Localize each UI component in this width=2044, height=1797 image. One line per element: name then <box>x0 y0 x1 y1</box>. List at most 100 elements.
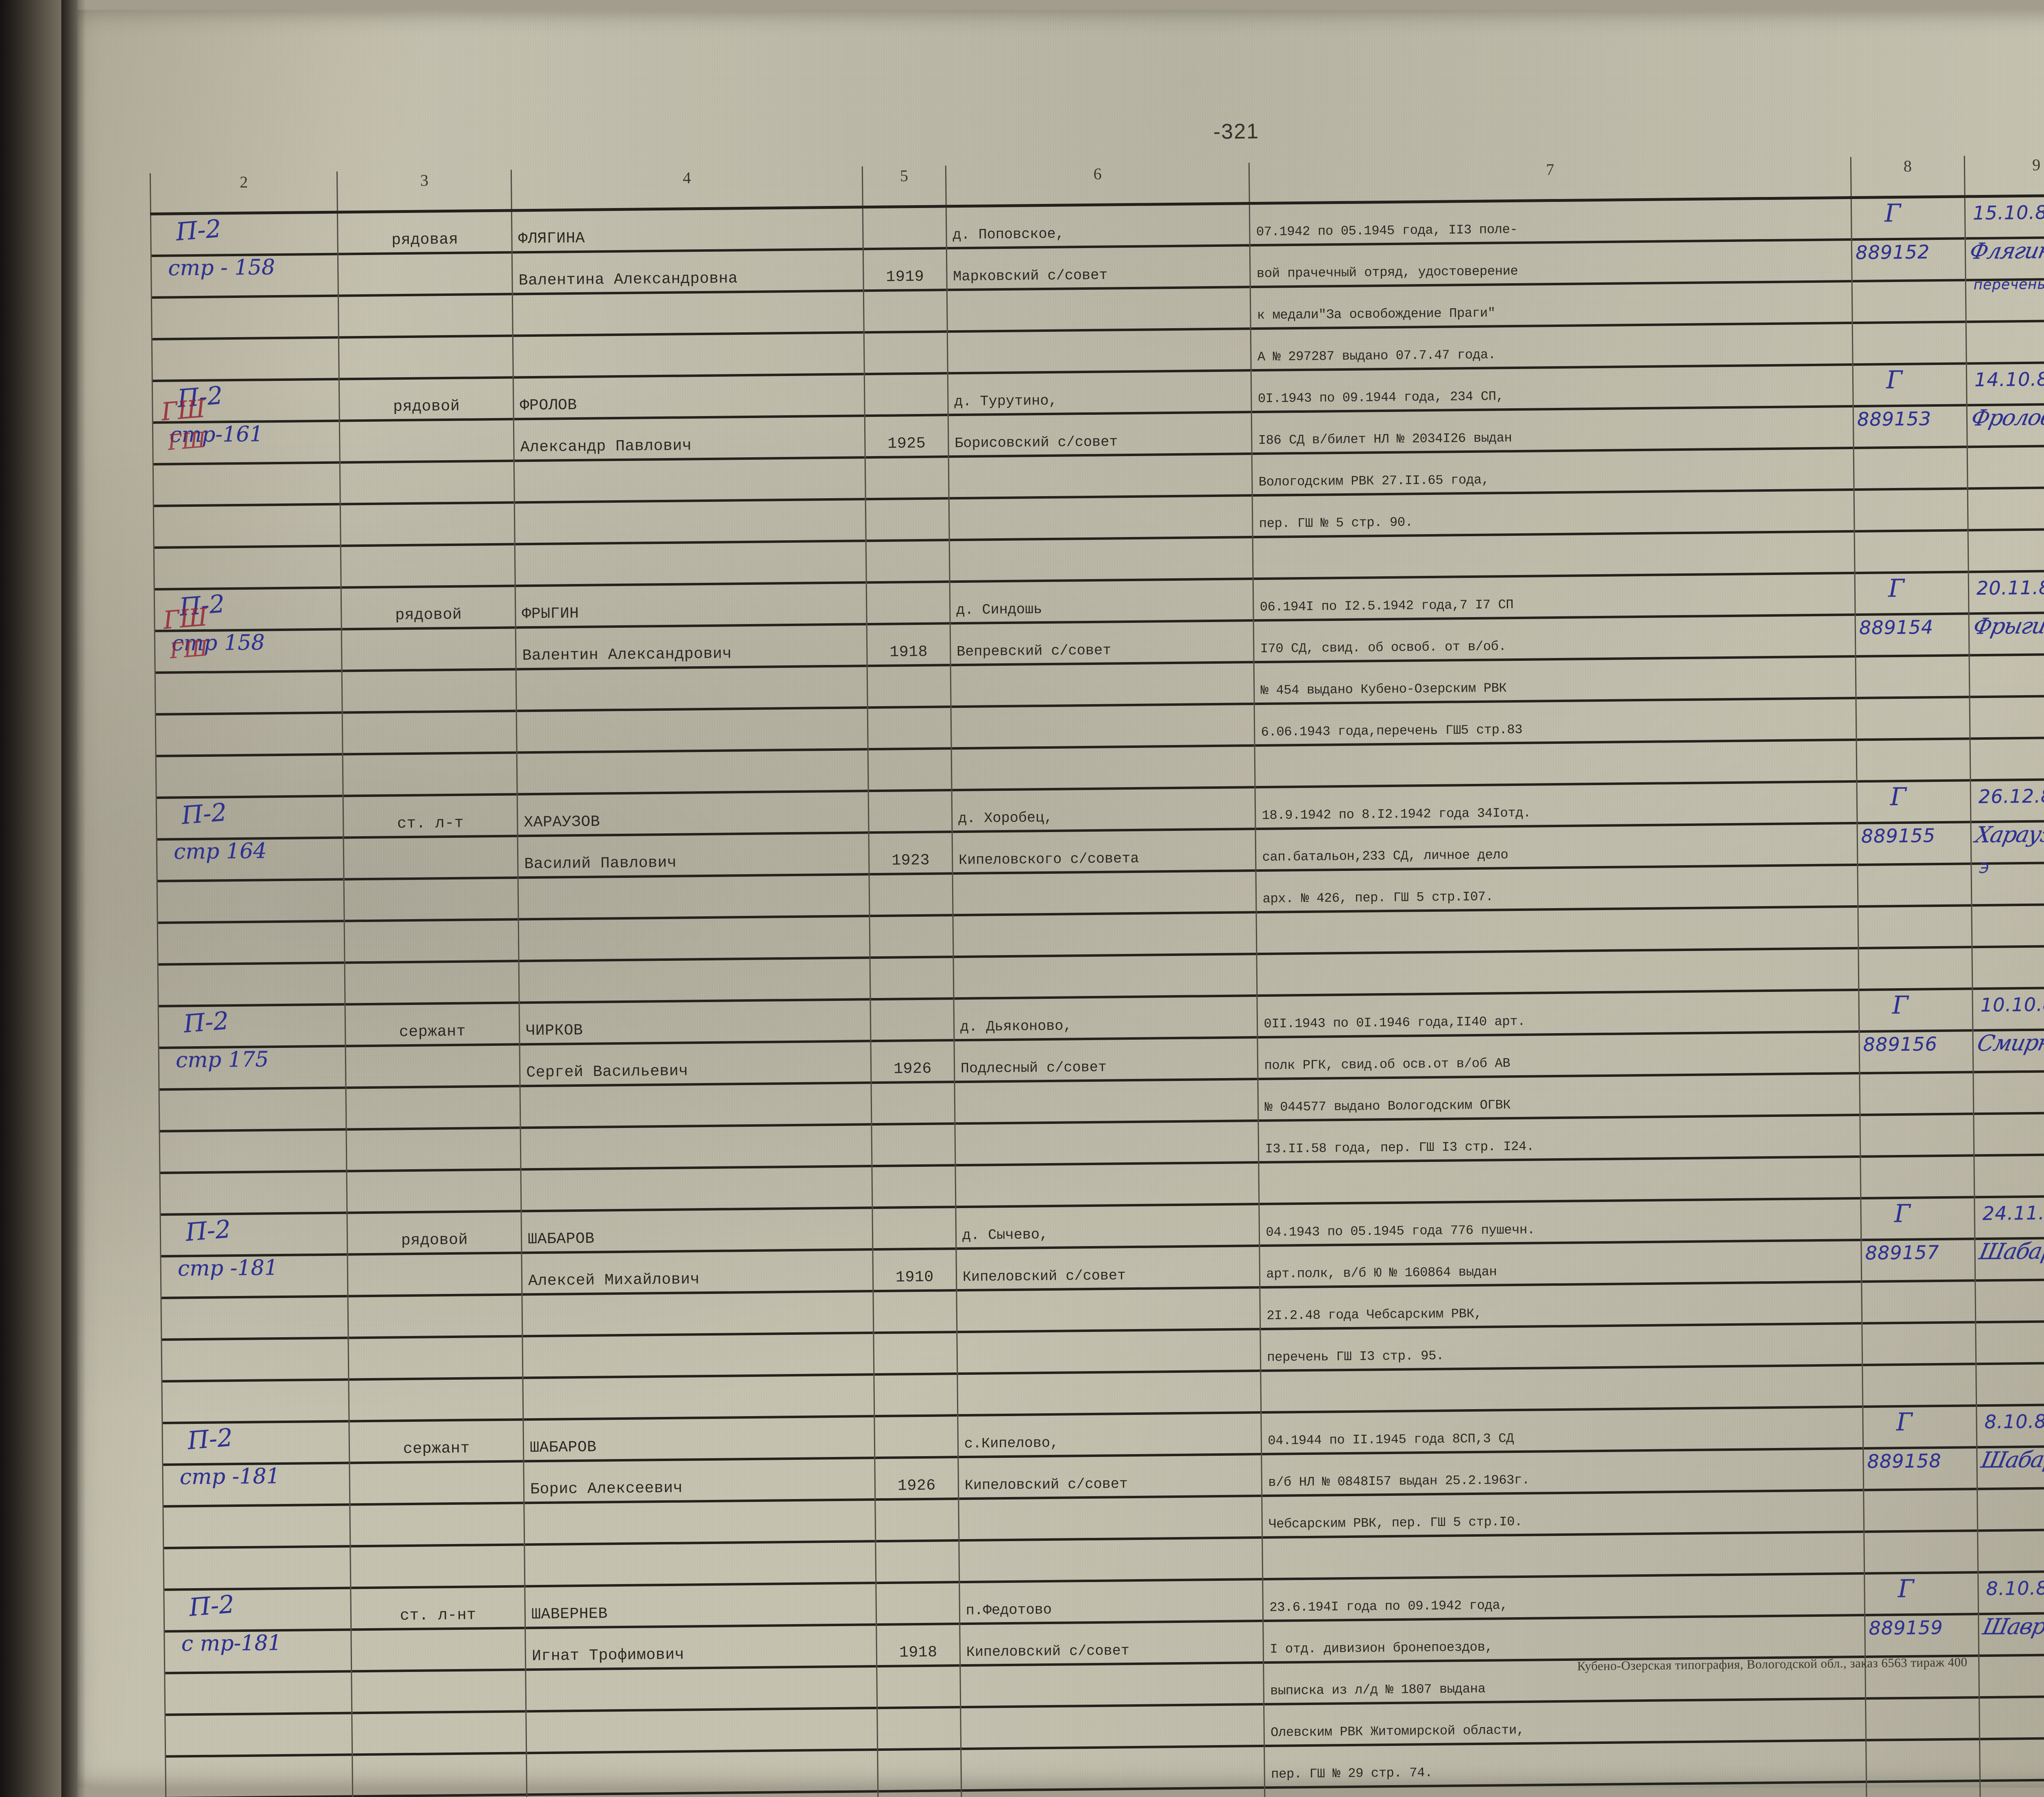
name-text: ФРОЛОВ <box>520 396 577 415</box>
column-number-2: 2 <box>150 171 338 214</box>
rule-line <box>157 880 344 924</box>
rule-line <box>164 1506 350 1549</box>
rule-line <box>1257 949 1858 997</box>
rule-line <box>1852 281 1966 324</box>
place-text: Кипеловского с/совета <box>958 850 1139 869</box>
rule-line <box>960 1664 1264 1709</box>
handwritten-annotation: Г <box>1890 782 1907 812</box>
rule-line: Кипеловский с/совет <box>957 1247 1260 1292</box>
name-text: Борис Алексеевич <box>530 1479 683 1499</box>
handwritten-annotation: 889153 <box>1857 407 1932 430</box>
rule-line <box>343 712 516 756</box>
table-row: П-2 с тр-181 ст. л-нт ШАВЕРНЕВ Игнат Трофим… <box>164 1570 2044 1797</box>
cell-birth-year: 1910 <box>872 1208 958 1418</box>
rule-line <box>1860 1115 1974 1158</box>
rule-line <box>352 1629 525 1673</box>
cell-register-number: Г 889154 <box>1855 573 1970 783</box>
rule-line <box>1979 1697 2044 1741</box>
rule-line: пер. ГШ № 5 стр. 90. <box>1253 491 1854 539</box>
rule-line <box>949 455 1252 500</box>
rule-line <box>868 750 951 792</box>
rule-line <box>1968 446 2044 490</box>
rule-line: п.Федотово <box>960 1580 1263 1625</box>
rule-line <box>1979 1655 2044 1699</box>
cell-rank: рядовой <box>341 587 518 797</box>
handwritten-annotation: перечень <box>1973 276 2044 293</box>
rule-line <box>343 754 517 797</box>
cell-register-number: Г 889156 <box>1858 990 1975 1199</box>
rule-line <box>515 500 865 546</box>
cell-place: д. Дьяконово, Подлесный с/совет <box>953 997 1260 1208</box>
rule-line <box>961 1747 1264 1792</box>
rule-line <box>339 295 513 339</box>
column-number-6: 6 <box>946 163 1250 206</box>
birth-year-text: 1910 <box>895 1268 934 1287</box>
table-row: П-2 стр-161 ГШ ГШ рядовой ФРОЛОВ Александр Па… <box>152 361 2044 591</box>
cell-archive-mark: П-2 стр 158 ГШ ГШ <box>154 589 343 799</box>
service-text: выписка из л/д № 1807 выдана <box>1270 1681 1486 1699</box>
place-text: д. Дьяконово, <box>960 1018 1072 1036</box>
rule-line: № 454 выдано Кубено-Озерским РВК <box>1255 658 1856 705</box>
rule-line: к медали"За освобождение Праги" <box>1251 282 1852 330</box>
rule-line <box>1857 740 1970 783</box>
rule-line <box>1863 1365 1976 1408</box>
ruled-lines: д. Турутино, Борисовский с/совет <box>948 371 1253 583</box>
rule-line <box>957 1330 1260 1375</box>
rule-line: I70 СД, свид. об освоб. от в/об. <box>1254 616 1855 664</box>
ruled-lines: 1910 <box>873 1208 957 1418</box>
rule-line <box>874 1333 957 1376</box>
rule-line <box>1970 655 2044 698</box>
cell-name: ЧИРКОВ Сергей Васильевич <box>519 1000 872 1213</box>
rule-line <box>876 1542 959 1584</box>
cell-issue-date-signature: 20.11.80. Фрыгин <box>1968 571 2044 782</box>
rule-line <box>158 922 344 966</box>
rule-line <box>156 714 343 757</box>
rule-line <box>159 1089 346 1132</box>
cell-register-number: Г 889155 <box>1856 781 1972 991</box>
handwritten-annotation: 26.12.80 <box>1978 785 2044 808</box>
handwritten-annotation: 8.10.80 <box>1986 1577 2044 1600</box>
rule-line <box>959 1539 1262 1584</box>
handwritten-annotation: 24.11.80. <box>1982 1201 2044 1225</box>
ruled-lines: п.Федотово Кипеловский с/совет <box>960 1580 1265 1797</box>
rule-line: ФЛЯГИНА <box>512 208 863 254</box>
column-number-4: 4 <box>511 166 863 211</box>
issue-lines <box>1967 363 2044 573</box>
rule-line <box>527 1751 878 1796</box>
place-text: Марковский с/совет <box>953 267 1108 285</box>
handwritten-annotation: П-2 <box>184 1215 232 1247</box>
rule-line <box>160 1172 347 1216</box>
ruled-lines: 1918 <box>876 1583 961 1797</box>
rule-line <box>1859 990 1972 1033</box>
cell-service-record: 23.6.194I года по 09.1942 года, I отд. ди… <box>1263 1574 1867 1797</box>
cell-archive-mark: П-2 стр 175 <box>158 1005 347 1216</box>
birth-year-text: 1918 <box>899 1643 938 1662</box>
handwritten-annotation: стр -181 <box>177 1255 278 1281</box>
rule-line <box>876 1500 959 1543</box>
register-number-lines <box>1857 781 1972 991</box>
handwritten-annotation: 8.10.80 <box>1984 1410 2044 1433</box>
ruled-lines: д. Дьяконово, Подлесный с/совет <box>954 997 1259 1208</box>
rule-line <box>1859 948 1972 991</box>
rule-line: 1918 <box>867 624 950 667</box>
handwritten-annotation: ГШ <box>160 394 207 427</box>
handwritten-annotation: 20.11.80. <box>1976 576 2044 600</box>
rule-line <box>1980 1739 2044 1782</box>
rule-line: в/б НЛ № 0848I57 выдан 25.2.1963г. <box>1262 1449 1863 1497</box>
cell-rank: ст. л-нт <box>351 1587 527 1797</box>
rule-line <box>517 709 867 754</box>
handwritten-annotation: стр 175 <box>175 1047 269 1073</box>
place-text: Вепревский с/совет <box>956 642 1112 660</box>
rule-line <box>514 459 865 504</box>
rule-line: ШАБАРОВ <box>522 1209 872 1254</box>
rule-line <box>518 875 869 921</box>
rule-line <box>520 1084 871 1129</box>
name-text: Валентин Александрович <box>522 645 732 665</box>
rule-line <box>865 374 948 417</box>
rule-line <box>348 1296 522 1339</box>
rule-line <box>955 1122 1258 1167</box>
rule-line <box>1865 1573 1978 1616</box>
rule-line <box>870 958 953 1001</box>
service-text: в/б НЛ № 0848I57 выдан 25.2.1963г. <box>1268 1472 1530 1490</box>
ruled-lines: сержант <box>350 1421 524 1589</box>
